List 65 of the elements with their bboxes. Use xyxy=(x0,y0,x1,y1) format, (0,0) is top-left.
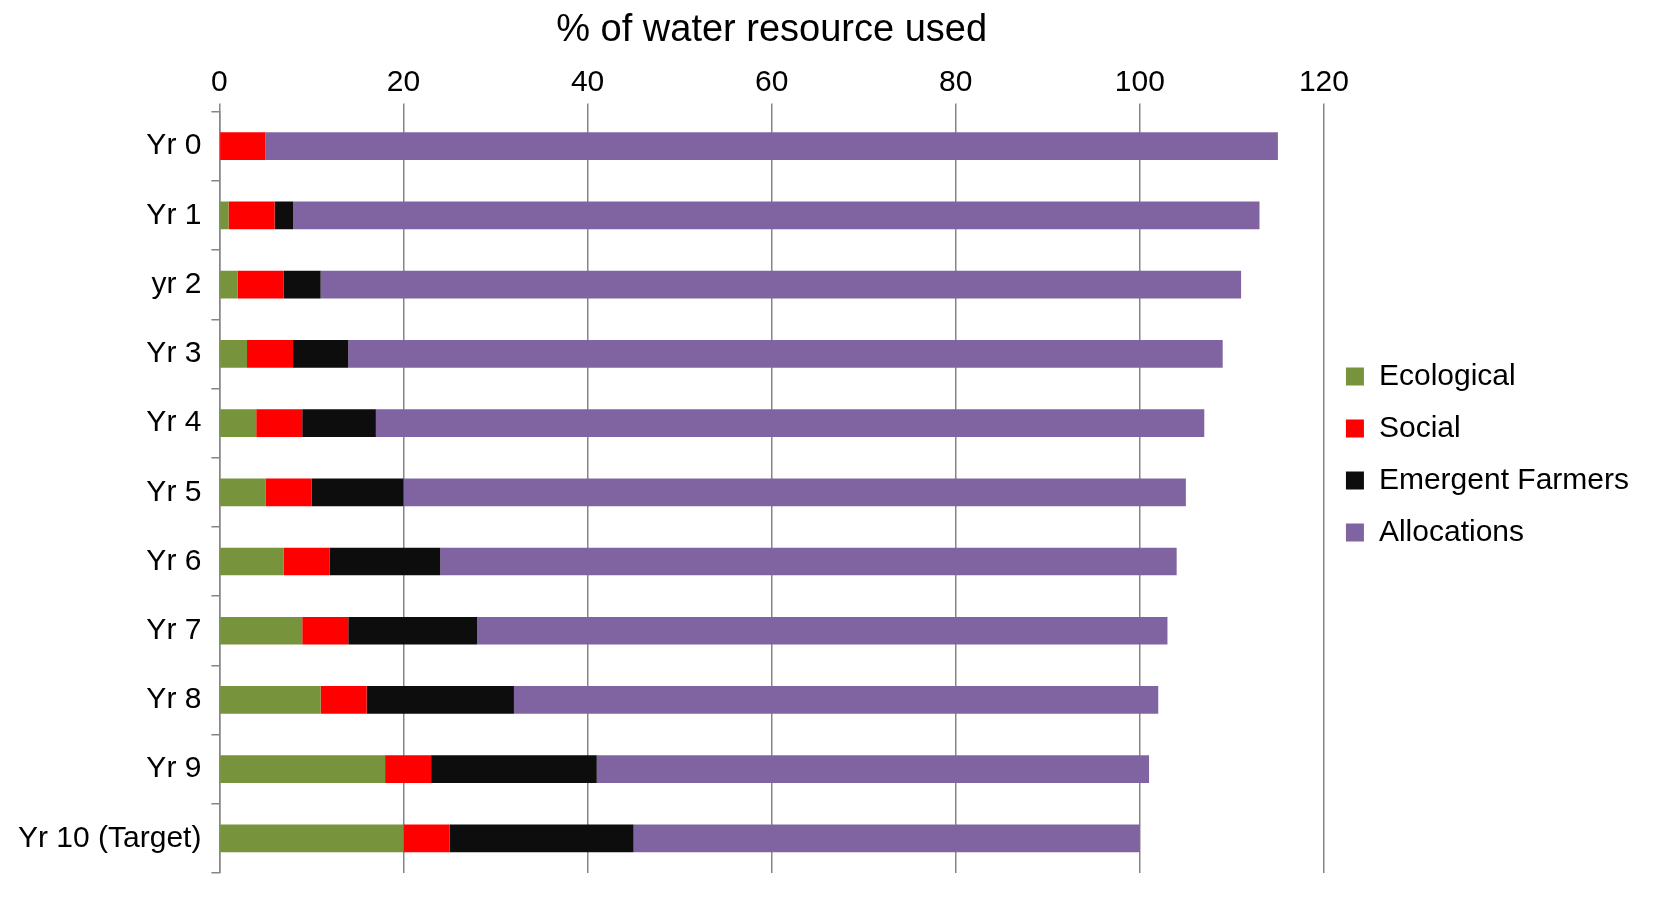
bar xyxy=(265,132,1278,161)
bar xyxy=(274,201,294,230)
bar xyxy=(320,270,1242,299)
y-tick-label: Yr 10 (Target) xyxy=(17,819,202,853)
bar xyxy=(513,686,1159,714)
bar xyxy=(220,686,321,714)
bar xyxy=(403,478,1186,507)
bar xyxy=(220,201,229,230)
bar xyxy=(320,686,367,714)
x-tick-label: 100 xyxy=(1114,63,1165,97)
legend-label: Social xyxy=(1378,409,1461,443)
y-tick-label: Yr 1 xyxy=(146,196,202,230)
bar xyxy=(256,409,303,437)
bar xyxy=(283,547,330,576)
legend-label: Allocations xyxy=(1378,513,1525,547)
bar xyxy=(302,409,376,437)
bar xyxy=(283,270,321,299)
bar xyxy=(366,686,514,714)
y-tick-label: Yr 9 xyxy=(146,750,202,784)
bar xyxy=(228,201,275,230)
x-axis-title: % of water resource used xyxy=(556,7,988,50)
bar xyxy=(302,616,349,645)
bar xyxy=(237,270,284,299)
bar xyxy=(596,755,1150,784)
bar xyxy=(220,478,266,507)
y-tick-label: Yr 5 xyxy=(146,473,202,507)
bar xyxy=(247,340,294,368)
bar xyxy=(220,824,404,853)
bar xyxy=(220,547,284,576)
x-tick-label: 20 xyxy=(386,63,421,97)
bar xyxy=(375,409,1205,437)
x-tick-label: 40 xyxy=(570,63,605,97)
y-tick-label: Yr 6 xyxy=(146,542,202,576)
x-tick-label: 120 xyxy=(1298,63,1349,97)
bar xyxy=(293,340,349,368)
x-tick-label: 80 xyxy=(939,63,973,97)
bar xyxy=(220,340,248,368)
bar xyxy=(477,616,1168,645)
bar xyxy=(265,478,312,507)
bar xyxy=(220,755,386,784)
bar xyxy=(220,409,257,437)
y-tick-label: yr 2 xyxy=(151,265,202,299)
y-tick-label: Yr 0 xyxy=(146,127,202,161)
bar xyxy=(348,340,1223,368)
bar xyxy=(329,547,441,576)
legend-label: Emergent Farmers xyxy=(1378,461,1630,495)
y-tick-label: Yr 8 xyxy=(146,681,202,715)
bar xyxy=(311,478,404,507)
x-tick-label: 60 xyxy=(754,63,789,97)
bar xyxy=(385,755,432,784)
bar xyxy=(220,132,266,161)
y-tick-label: Yr 3 xyxy=(146,335,202,369)
bar xyxy=(348,616,478,645)
y-tick-label: Yr 4 xyxy=(146,404,202,438)
bar xyxy=(220,616,303,645)
bar xyxy=(449,824,634,853)
bar xyxy=(403,824,450,853)
legend-label: Ecological xyxy=(1378,357,1516,391)
x-tick-label: 0 xyxy=(211,63,228,97)
bar xyxy=(633,824,1140,853)
bar xyxy=(440,547,1177,576)
y-tick-label: Yr 7 xyxy=(146,612,202,645)
bar xyxy=(431,755,597,784)
bar xyxy=(220,270,238,299)
bar xyxy=(293,201,1260,230)
